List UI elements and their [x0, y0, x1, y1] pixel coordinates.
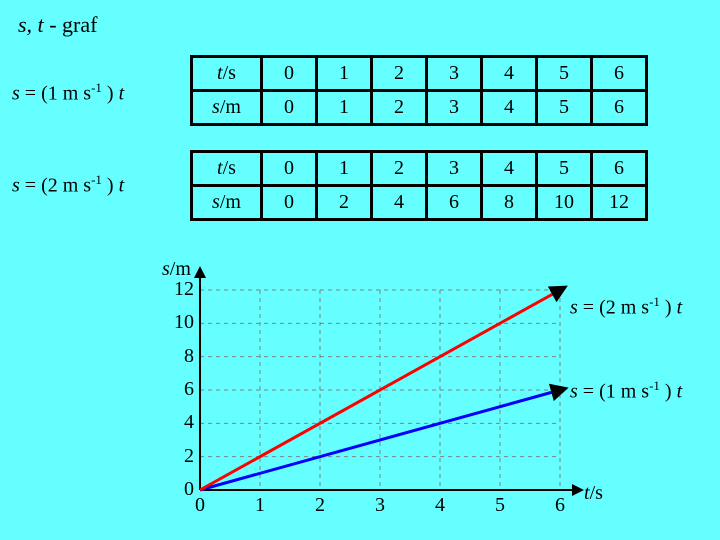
table-2: t/s0123456s/m024681012: [190, 150, 648, 221]
page-title: s, t - graf: [18, 12, 97, 38]
x-tick-label: 3: [370, 494, 390, 517]
cell: 6: [592, 91, 647, 125]
table-1: t/s0123456 s/m0123456: [190, 55, 648, 126]
x-tick-label: 1: [250, 494, 270, 517]
x-axis-label: t/s: [584, 482, 603, 505]
cell: 6: [592, 57, 647, 91]
x-tick-label: 2: [310, 494, 330, 517]
formula-2: s = (2 m s-1 ) t: [12, 172, 124, 198]
cell: 1: [317, 152, 372, 186]
cell: 4: [482, 152, 537, 186]
cell: 12: [592, 186, 647, 220]
row-header: s/m: [192, 91, 262, 125]
cell: 3: [427, 91, 482, 125]
series-label-1: s = (1 m s-1 ) t: [570, 378, 682, 404]
x-tick-label: 5: [490, 494, 510, 517]
y-tick-label: 10: [164, 311, 194, 334]
row-header: s/m: [192, 186, 262, 220]
cell: 5: [537, 57, 592, 91]
y-tick-label: 8: [164, 345, 194, 368]
x-tick-label: 6: [550, 494, 570, 517]
cell: 6: [427, 186, 482, 220]
cell: 0: [262, 57, 317, 91]
cell: 2: [372, 91, 427, 125]
cell: 0: [262, 152, 317, 186]
page-root: s, t - graf s = (1 m s-1 ) t s = (2 m s-1 …: [0, 0, 720, 540]
cell: 2: [372, 57, 427, 91]
cell: 3: [427, 57, 482, 91]
cell: 10: [537, 186, 592, 220]
chart-svg: [170, 260, 590, 520]
cell: 8: [482, 186, 537, 220]
cell: 4: [482, 91, 537, 125]
cell: 0: [262, 186, 317, 220]
cell: 1: [317, 57, 372, 91]
cell: 3: [427, 152, 482, 186]
row-header: t/s: [192, 57, 262, 91]
cell: 6: [592, 152, 647, 186]
x-tick-label: 4: [430, 494, 450, 517]
formula-1: s = (1 m s-1 ) t: [12, 80, 124, 106]
cell: 2: [317, 186, 372, 220]
cell: 5: [537, 91, 592, 125]
cell: 5: [537, 152, 592, 186]
cell: 4: [372, 186, 427, 220]
y-tick-label: 4: [164, 411, 194, 434]
row-header: t/s: [192, 152, 262, 186]
cell: 2: [372, 152, 427, 186]
cell: 0: [262, 91, 317, 125]
y-tick-label: 6: [164, 378, 194, 401]
cell: 1: [317, 91, 372, 125]
y-tick-label: 12: [164, 278, 194, 301]
y-tick-label: 2: [164, 445, 194, 468]
series-label-2: s = (2 m s-1 ) t: [570, 294, 682, 320]
x-tick-label: 0: [190, 494, 210, 517]
cell: 4: [482, 57, 537, 91]
y-axis-label: s/m: [162, 258, 191, 281]
